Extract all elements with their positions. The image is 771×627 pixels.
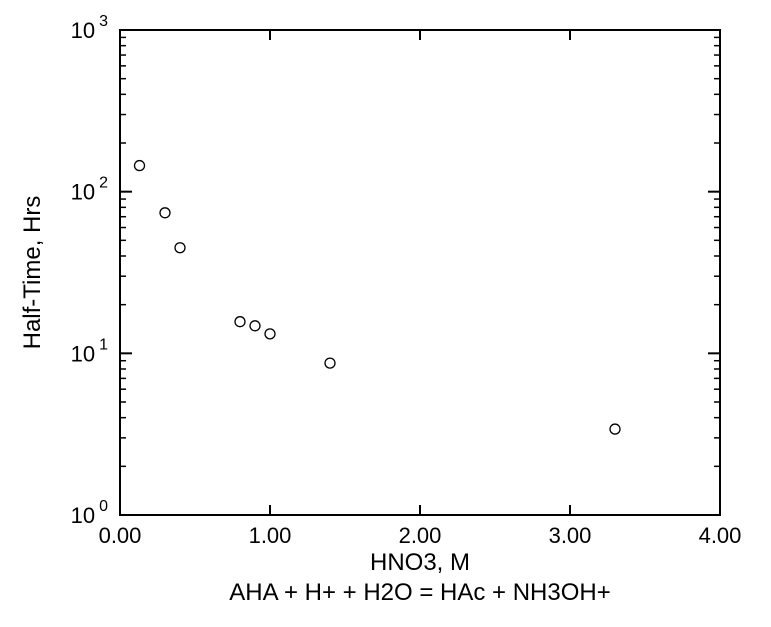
y-axis-label: Half-Time, Hrs (19, 196, 46, 350)
data-point (325, 358, 335, 368)
data-point (235, 317, 245, 327)
x-tick-label: 0.00 (99, 523, 142, 548)
data-point (265, 329, 275, 339)
x-tick-label: 3.00 (549, 523, 592, 548)
y-tick-label: 103 (71, 13, 108, 43)
y-tick-label: 101 (71, 336, 108, 366)
y-tick-label: 102 (71, 175, 108, 205)
plot-border (120, 30, 720, 515)
data-point (250, 321, 260, 331)
x-tick-label: 1.00 (249, 523, 292, 548)
x-axis-label: HNO3, M (370, 549, 470, 576)
data-point (135, 161, 145, 171)
x-tick-label: 2.00 (399, 523, 442, 548)
chart-svg: 0.001.002.003.004.00HNO3, M100101102103H… (0, 0, 771, 627)
x-tick-label: 4.00 (699, 523, 742, 548)
chart-caption: AHA + H+ + H2O = HAc + NH3OH+ (229, 579, 611, 606)
scatter-chart: 0.001.002.003.004.00HNO3, M100101102103H… (0, 0, 771, 627)
data-point (160, 208, 170, 218)
data-point (610, 424, 620, 434)
data-point (175, 243, 185, 253)
